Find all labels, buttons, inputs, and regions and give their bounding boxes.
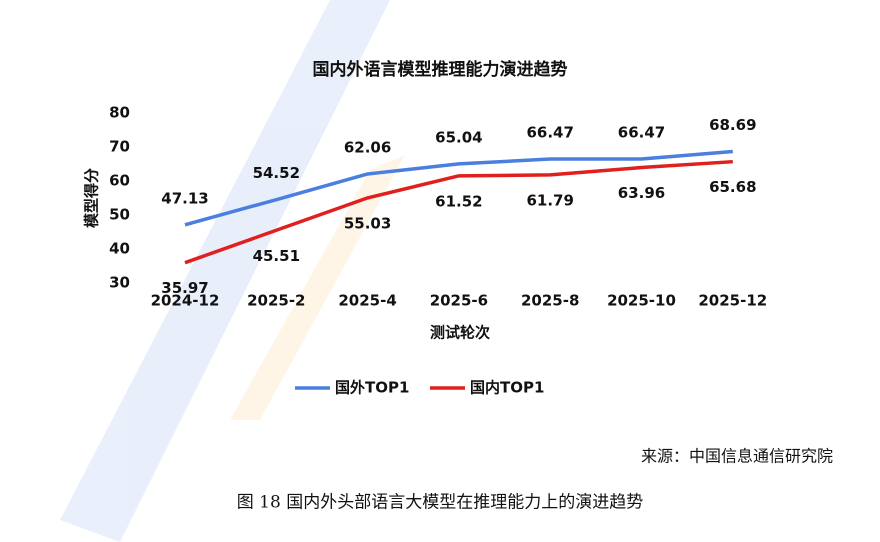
x-tick-label: 2025-2: [247, 292, 305, 310]
data-label: 66.47: [526, 124, 573, 142]
legend-label: 国内TOP1: [470, 379, 544, 397]
x-tick-label: 2025-8: [521, 292, 579, 310]
x-tick-label: 2025-6: [430, 292, 488, 310]
data-label: 63.96: [618, 184, 665, 202]
x-axis-label: 测试轮次: [430, 324, 490, 342]
data-label: 61.79: [526, 191, 573, 209]
y-tick-label: 80: [109, 104, 130, 122]
data-label: 68.69: [709, 116, 756, 134]
data-label: 54.52: [253, 164, 300, 182]
data-label: 55.03: [344, 214, 391, 232]
y-tick-label: 30: [109, 274, 130, 292]
y-tick-label: 50: [109, 206, 130, 224]
data-label: 66.47: [618, 124, 665, 142]
data-label: 47.13: [161, 189, 208, 207]
x-tick-label: 2024-12: [151, 292, 220, 310]
line: [184, 159, 733, 265]
y-axis-label: 模型得分: [83, 168, 101, 228]
line: [184, 149, 733, 227]
data-label: 62.06: [344, 138, 391, 156]
watermark: [60, 0, 405, 542]
data-label: 61.52: [435, 192, 482, 210]
x-tick-label: 2025-12: [698, 292, 767, 310]
y-tick-label: 70: [109, 138, 130, 156]
data-label: 65.04: [435, 128, 482, 146]
chart-title: 国内外语言模型推理能力演进趋势: [313, 59, 568, 80]
y-tick-label: 40: [109, 240, 130, 258]
x-tick-label: 2025-10: [607, 292, 676, 310]
data-label: 65.68: [709, 178, 756, 196]
data-label: 45.51: [253, 247, 300, 265]
source-note: 来源：中国信息通信研究院: [641, 447, 833, 466]
x-tick-label: 2025-4: [338, 292, 396, 310]
y-tick-label: 60: [109, 172, 130, 190]
figure-caption: 图 18 国内外头部语言大模型在推理能力上的演进趋势: [237, 493, 643, 513]
legend-label: 国外TOP1: [335, 379, 409, 397]
data-label: 35.97: [161, 279, 208, 297]
